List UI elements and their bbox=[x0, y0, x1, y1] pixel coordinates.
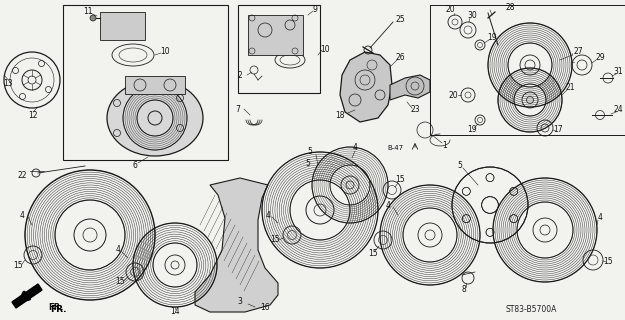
Text: 5: 5 bbox=[308, 148, 312, 156]
Bar bbox=[100, 12, 145, 40]
Text: 25: 25 bbox=[395, 15, 405, 25]
Text: 7: 7 bbox=[236, 106, 241, 115]
Text: 17: 17 bbox=[553, 125, 563, 134]
Text: 2: 2 bbox=[238, 70, 242, 79]
Polygon shape bbox=[195, 178, 278, 312]
Text: 3: 3 bbox=[238, 298, 242, 307]
Text: 20: 20 bbox=[445, 5, 455, 14]
Bar bbox=[125, 76, 185, 94]
Text: 15: 15 bbox=[13, 260, 23, 269]
Bar bbox=[248, 15, 303, 55]
Text: 26: 26 bbox=[395, 53, 405, 62]
Text: 12: 12 bbox=[28, 110, 38, 119]
Text: 8: 8 bbox=[462, 285, 466, 294]
Circle shape bbox=[90, 15, 96, 21]
Text: 10: 10 bbox=[160, 47, 170, 57]
Polygon shape bbox=[340, 52, 392, 122]
Text: 9: 9 bbox=[312, 5, 318, 14]
Text: 15: 15 bbox=[395, 175, 405, 185]
Text: 4: 4 bbox=[19, 211, 24, 220]
Text: 4: 4 bbox=[352, 143, 357, 153]
Text: 6: 6 bbox=[132, 161, 138, 170]
Text: 15: 15 bbox=[368, 249, 378, 258]
Text: 18: 18 bbox=[335, 110, 345, 119]
Text: 15: 15 bbox=[115, 277, 125, 286]
Text: 24: 24 bbox=[613, 106, 622, 115]
Text: 5: 5 bbox=[458, 161, 462, 170]
Text: 27: 27 bbox=[573, 47, 582, 57]
Text: 16: 16 bbox=[260, 303, 270, 313]
Text: 23: 23 bbox=[410, 106, 420, 115]
Bar bbox=[63, 5, 228, 160]
Text: 15: 15 bbox=[603, 258, 612, 267]
Text: 15: 15 bbox=[270, 236, 280, 244]
Text: 4: 4 bbox=[598, 213, 602, 222]
Text: 13: 13 bbox=[3, 79, 12, 89]
Text: 4: 4 bbox=[266, 211, 271, 220]
Text: 29: 29 bbox=[595, 53, 605, 62]
Text: 19: 19 bbox=[468, 125, 477, 134]
Polygon shape bbox=[390, 75, 430, 100]
Text: 4: 4 bbox=[386, 201, 391, 210]
Text: 14: 14 bbox=[170, 308, 180, 316]
Text: B-47: B-47 bbox=[387, 145, 403, 151]
Text: 22: 22 bbox=[18, 171, 27, 180]
Bar bbox=[238, 5, 320, 93]
Text: 5: 5 bbox=[306, 158, 311, 167]
Text: 19: 19 bbox=[488, 34, 497, 43]
Text: 20: 20 bbox=[448, 91, 458, 100]
Ellipse shape bbox=[107, 80, 203, 156]
Text: ST83-B5700A: ST83-B5700A bbox=[505, 306, 556, 315]
Text: 11: 11 bbox=[83, 7, 92, 17]
Text: 1: 1 bbox=[442, 140, 448, 149]
Text: 10: 10 bbox=[320, 45, 330, 54]
Text: 31: 31 bbox=[613, 68, 622, 76]
Text: 30: 30 bbox=[467, 11, 477, 20]
Text: FR.: FR. bbox=[48, 303, 64, 313]
Polygon shape bbox=[12, 284, 42, 308]
Text: 28: 28 bbox=[505, 4, 515, 12]
Text: FR.: FR. bbox=[50, 306, 66, 315]
Text: 21: 21 bbox=[565, 84, 575, 92]
Text: 4: 4 bbox=[116, 245, 121, 254]
